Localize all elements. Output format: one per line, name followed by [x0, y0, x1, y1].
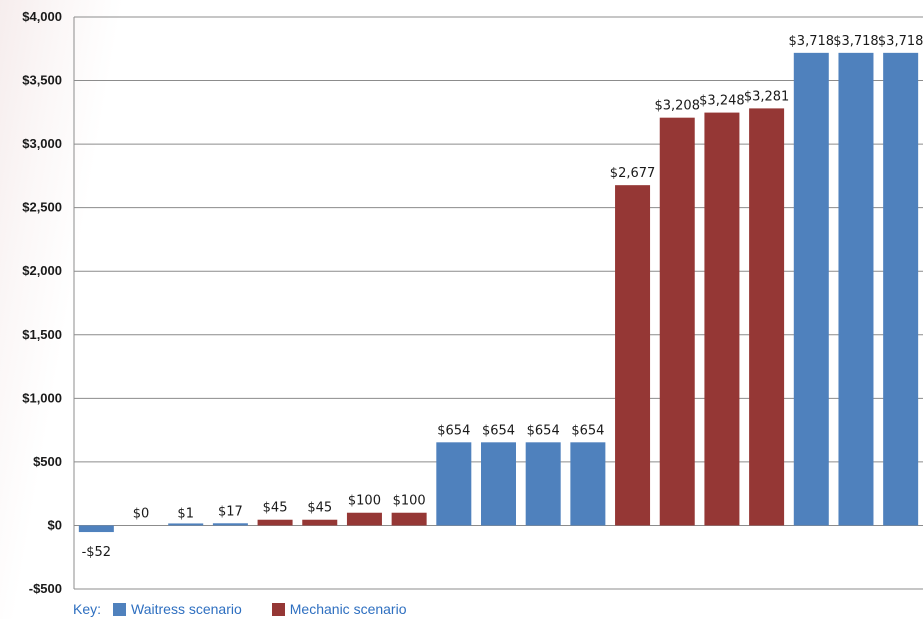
data-label: $3,248 — [699, 94, 745, 109]
y-tick-label: $3,500 — [22, 73, 62, 88]
bar — [302, 519, 338, 526]
data-label: $17 — [218, 504, 243, 519]
bar — [346, 512, 382, 526]
data-label: $100 — [348, 494, 381, 509]
data-label: $3,281 — [744, 89, 790, 104]
data-label: $654 — [437, 423, 470, 438]
data-label: $3,718 — [833, 34, 879, 49]
y-tick-label: $4,000 — [22, 9, 62, 24]
bar — [793, 52, 829, 526]
y-tick-label: $3,000 — [22, 136, 62, 151]
data-label: $100 — [393, 494, 426, 509]
data-label: $0 — [133, 506, 150, 521]
data-label: $3,718 — [878, 34, 923, 49]
y-tick-label: $2,500 — [22, 200, 62, 215]
data-label: -$52 — [82, 545, 112, 560]
legend-item-mechanic: Mechanic scenario — [271, 601, 407, 617]
bar — [570, 442, 606, 526]
bar — [883, 52, 919, 526]
bar — [481, 442, 516, 526]
data-label: $654 — [527, 423, 560, 438]
bar — [525, 442, 561, 526]
y-tick-label: $2,000 — [22, 263, 62, 278]
y-tick-label: $0 — [48, 517, 62, 532]
bar — [615, 185, 651, 526]
bar — [212, 523, 248, 526]
y-tick-label: $500 — [33, 454, 62, 469]
bar — [168, 523, 204, 526]
data-label: $3,208 — [654, 99, 700, 114]
legend-label-waitress: Waitress scenario — [131, 601, 242, 617]
bar — [257, 519, 293, 526]
bar — [704, 112, 740, 526]
bar — [838, 52, 874, 526]
y-tick-label: $1,500 — [22, 327, 62, 342]
data-label: $45 — [307, 501, 332, 516]
data-label: $654 — [482, 423, 515, 438]
bar — [391, 512, 427, 526]
bar — [749, 108, 785, 526]
bar — [78, 525, 114, 533]
data-label: $45 — [263, 501, 288, 516]
bar — [659, 117, 695, 526]
legend-swatch-waitress — [113, 602, 127, 616]
y-tick-label: -$500 — [29, 581, 62, 596]
data-label: $2,677 — [610, 166, 656, 181]
legend-swatch-mechanic — [271, 602, 285, 616]
data-label: $654 — [571, 423, 604, 438]
legend-key-label: Key: — [73, 601, 102, 617]
legend-item-waitress: Waitress scenario — [113, 601, 242, 617]
bar — [436, 442, 472, 526]
legend: Key: Waitress scenario Mechanic scenario — [73, 600, 437, 618]
y-tick-label: $1,000 — [22, 390, 62, 405]
legend-label-mechanic: Mechanic scenario — [289, 601, 407, 617]
data-label: $3,718 — [789, 34, 835, 49]
data-label: $1 — [177, 506, 194, 521]
